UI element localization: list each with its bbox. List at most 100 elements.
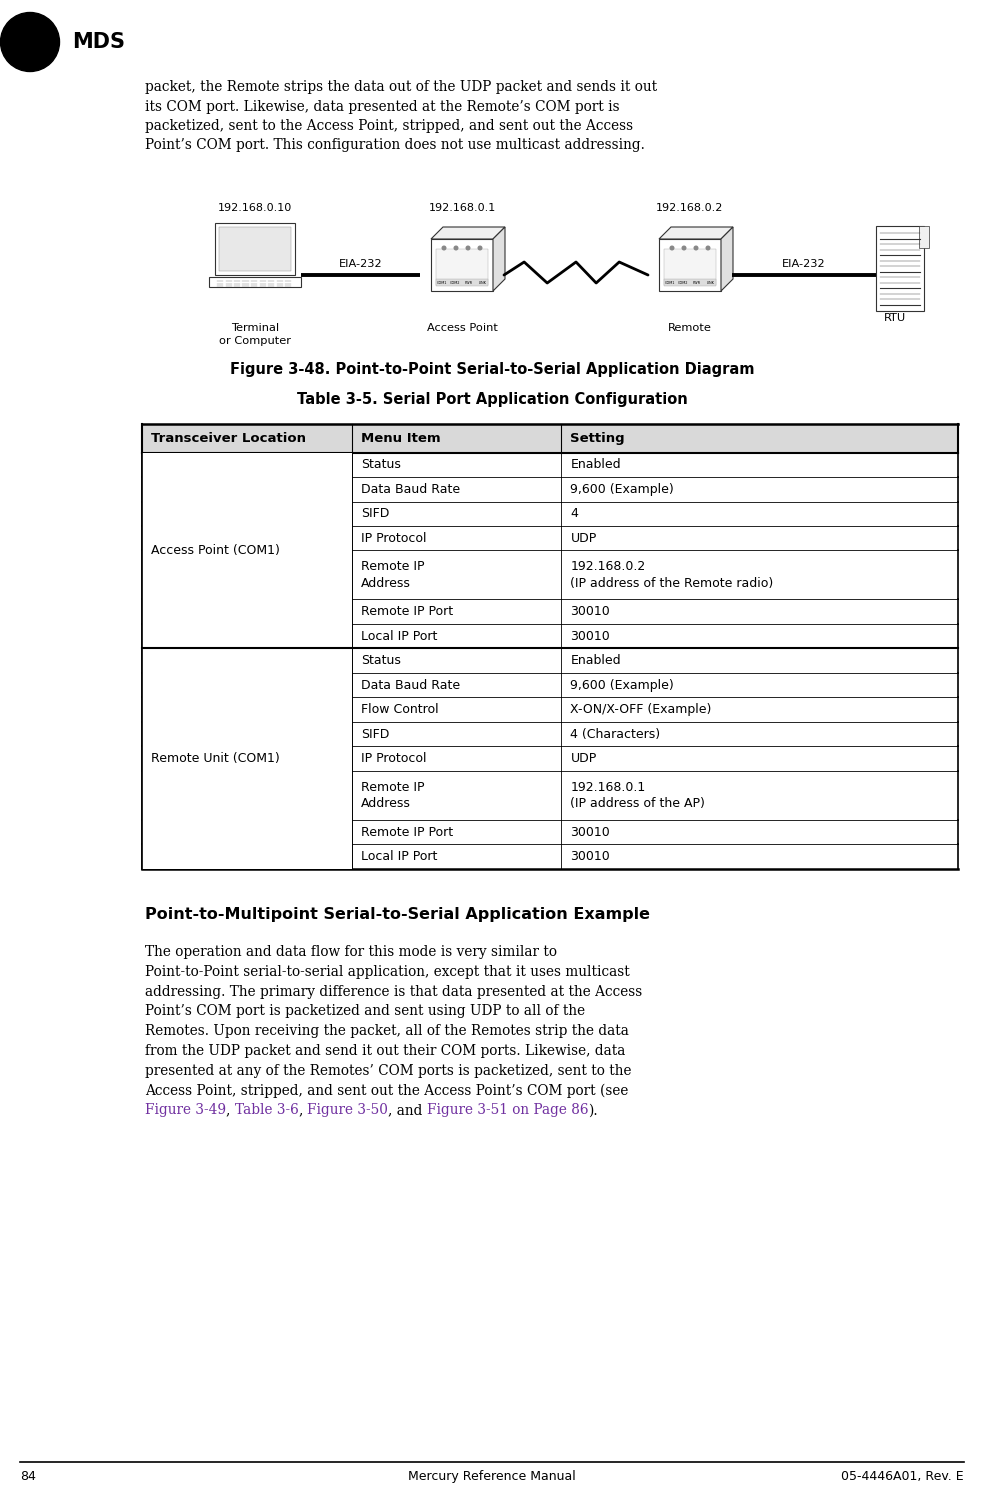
Text: PWR: PWR: [464, 280, 473, 284]
Text: Remote IP
Address: Remote IP Address: [361, 560, 424, 590]
Text: E: E: [34, 45, 37, 51]
FancyBboxPatch shape: [215, 223, 295, 275]
FancyBboxPatch shape: [664, 249, 716, 284]
Circle shape: [455, 246, 458, 250]
Text: EIA-232: EIA-232: [338, 259, 383, 269]
Circle shape: [3, 15, 57, 69]
Text: Setting: Setting: [571, 431, 625, 445]
Text: Point’s COM port. This configuration does not use multicast addressing.: Point’s COM port. This configuration doe…: [145, 139, 645, 153]
FancyBboxPatch shape: [664, 278, 716, 286]
Text: ).: ).: [588, 1103, 598, 1117]
Text: 30010: 30010: [571, 826, 610, 838]
Text: Remote: Remote: [668, 323, 712, 332]
FancyBboxPatch shape: [142, 452, 351, 648]
Circle shape: [478, 246, 482, 250]
Text: PWR: PWR: [693, 280, 701, 284]
Circle shape: [707, 246, 709, 250]
Circle shape: [682, 246, 686, 250]
Text: packet, the Remote strips the data out of the UDP packet and sends it out: packet, the Remote strips the data out o…: [145, 79, 657, 94]
Text: Access Point, stripped, and sent out the Access Point’s COM port (see: Access Point, stripped, and sent out the…: [145, 1084, 629, 1097]
Text: Figure 3-48. Point-to-Point Serial-to-Serial Application Diagram: Figure 3-48. Point-to-Point Serial-to-Se…: [229, 362, 755, 377]
Text: Remote Unit (COM1): Remote Unit (COM1): [151, 753, 279, 765]
Text: Figure 3-49: Figure 3-49: [145, 1103, 226, 1117]
Text: Point-to-Multipoint Serial-to-Serial Application Example: Point-to-Multipoint Serial-to-Serial App…: [145, 907, 650, 922]
FancyBboxPatch shape: [142, 424, 958, 452]
Text: Point’s COM port is packetized and sent using UDP to all of the: Point’s COM port is packetized and sent …: [145, 1004, 585, 1018]
Text: Local IP Port: Local IP Port: [361, 850, 437, 864]
Text: UDP: UDP: [571, 753, 596, 765]
Text: Status: Status: [361, 458, 400, 472]
Text: Transceiver Location: Transceiver Location: [151, 431, 306, 445]
Text: Menu Item: Menu Item: [361, 431, 440, 445]
Text: 4 (Characters): 4 (Characters): [571, 728, 660, 741]
Text: , and: , and: [389, 1103, 427, 1117]
Text: ,: ,: [298, 1103, 307, 1117]
Text: Remote IP
Address: Remote IP Address: [361, 781, 424, 810]
FancyBboxPatch shape: [436, 278, 488, 286]
Text: Figure 3-51 on Page 86: Figure 3-51 on Page 86: [427, 1103, 588, 1117]
Text: SIFD: SIFD: [361, 728, 389, 741]
FancyBboxPatch shape: [436, 249, 488, 284]
Text: Enabled: Enabled: [571, 458, 621, 472]
Text: 84: 84: [20, 1470, 35, 1484]
FancyBboxPatch shape: [142, 648, 351, 868]
Text: Figure 3-50: Figure 3-50: [307, 1103, 389, 1117]
FancyBboxPatch shape: [431, 240, 493, 290]
Text: MDS: MDS: [72, 31, 125, 52]
Text: 9,600 (Example): 9,600 (Example): [571, 482, 674, 496]
Text: Terminal
or Computer: Terminal or Computer: [219, 323, 291, 346]
Text: Table 3-5. Serial Port Application Configuration: Table 3-5. Serial Port Application Confi…: [296, 392, 688, 407]
Text: COM1: COM1: [665, 280, 675, 284]
Text: G: G: [27, 36, 33, 45]
Text: 4: 4: [571, 507, 579, 521]
Text: UDP: UDP: [571, 531, 596, 545]
Text: Local IP Port: Local IP Port: [361, 630, 437, 642]
Text: 30010: 30010: [571, 605, 610, 618]
Text: 9,600 (Example): 9,600 (Example): [571, 678, 674, 692]
Text: LINK: LINK: [707, 280, 714, 284]
Text: addressing. The primary difference is that data presented at the Access: addressing. The primary difference is th…: [145, 985, 643, 998]
Text: 30010: 30010: [571, 850, 610, 864]
Polygon shape: [431, 228, 505, 240]
Polygon shape: [493, 228, 505, 290]
Text: Flow Control: Flow Control: [361, 704, 438, 716]
Text: IP Protocol: IP Protocol: [361, 531, 426, 545]
FancyBboxPatch shape: [659, 240, 721, 290]
Text: Remotes. Upon receiving the packet, all of the Remotes strip the data: Remotes. Upon receiving the packet, all …: [145, 1024, 629, 1039]
Text: Data Baud Rate: Data Baud Rate: [361, 678, 460, 692]
Text: EIA-232: EIA-232: [782, 259, 826, 269]
Text: Access Point (COM1): Access Point (COM1): [151, 543, 279, 557]
Circle shape: [442, 246, 446, 250]
Text: Remote IP Port: Remote IP Port: [361, 605, 453, 618]
Text: COM2: COM2: [678, 280, 689, 284]
FancyBboxPatch shape: [209, 277, 301, 287]
Circle shape: [7, 18, 53, 66]
Text: X-ON/X-OFF (Example): X-ON/X-OFF (Example): [571, 704, 711, 716]
Circle shape: [1, 12, 59, 72]
Text: COM2: COM2: [451, 280, 461, 284]
Text: Data Baud Rate: Data Baud Rate: [361, 482, 460, 496]
Text: Point-to-Point serial-to-serial application, except that it uses multicast: Point-to-Point serial-to-serial applicat…: [145, 964, 630, 979]
Polygon shape: [721, 228, 733, 290]
Text: IP Protocol: IP Protocol: [361, 753, 426, 765]
Text: Mercury Reference Manual: Mercury Reference Manual: [408, 1470, 576, 1484]
Text: ,: ,: [226, 1103, 235, 1117]
Circle shape: [670, 246, 674, 250]
Polygon shape: [659, 228, 733, 240]
Text: The operation and data flow for this mode is very similar to: The operation and data flow for this mod…: [145, 945, 557, 960]
Text: LINK: LINK: [478, 280, 486, 284]
Text: its COM port. Likewise, data presented at the Remote’s COM port is: its COM port. Likewise, data presented a…: [145, 99, 620, 114]
Text: COM1: COM1: [437, 280, 448, 284]
Circle shape: [694, 246, 698, 250]
Text: from the UDP packet and send it out their COM ports. Likewise, data: from the UDP packet and send it out thei…: [145, 1043, 626, 1058]
Text: 05-4446A01, Rev. E: 05-4446A01, Rev. E: [841, 1470, 964, 1484]
Text: 192.168.0.2: 192.168.0.2: [656, 204, 723, 213]
Text: Status: Status: [361, 654, 400, 668]
FancyBboxPatch shape: [919, 226, 929, 247]
Text: SIFD: SIFD: [361, 507, 389, 521]
Text: 192.168.0.10: 192.168.0.10: [217, 204, 292, 213]
Circle shape: [9, 21, 51, 63]
Text: RTU: RTU: [884, 313, 906, 323]
Text: 30010: 30010: [571, 630, 610, 642]
Text: Enabled: Enabled: [571, 654, 621, 668]
